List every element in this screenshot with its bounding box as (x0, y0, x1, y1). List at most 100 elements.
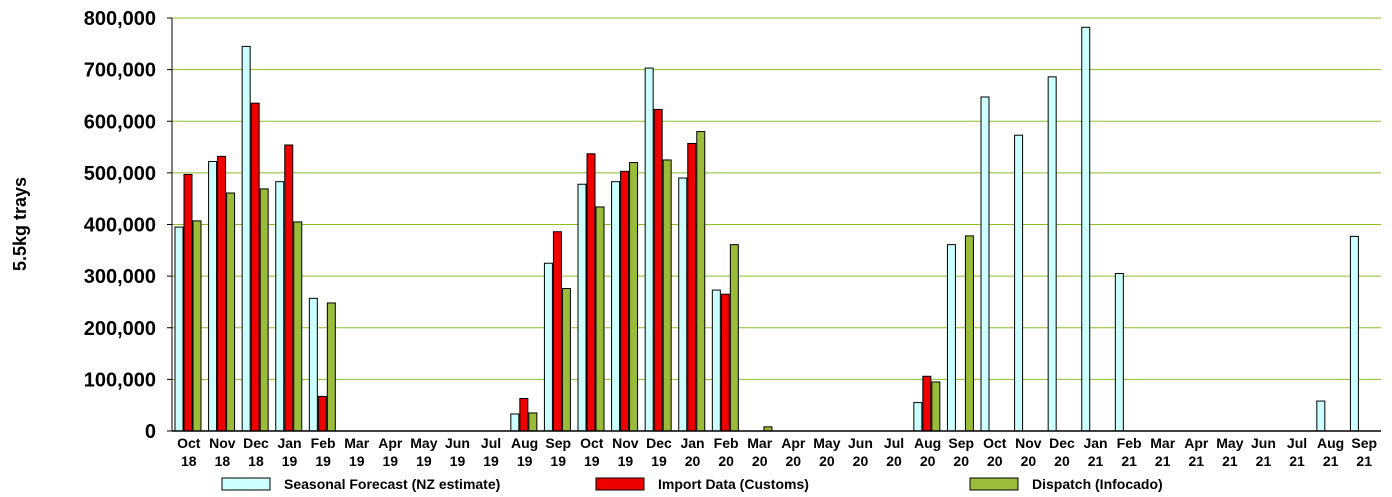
bar-seasonal-forecast-nz-estimate-28 (1114, 273, 1124, 432)
x-tick-year: 19 (517, 453, 533, 469)
bar-import-data-customs-15 (687, 142, 697, 432)
x-tick-month: Apr (378, 435, 403, 451)
x-tick-month: Oct (580, 435, 604, 451)
x-tick-year: 19 (416, 453, 432, 469)
y-tick-label: 500,000 (84, 163, 156, 185)
x-tick-year: 20 (953, 453, 969, 469)
x-tick-year: 19 (584, 453, 600, 469)
x-tick-year: 21 (1289, 453, 1305, 469)
x-tick-year: 19 (618, 453, 634, 469)
x-tick-month: Feb (1117, 435, 1142, 451)
x-tick-month: Mar (344, 435, 369, 451)
x-tick-year: 20 (987, 453, 1003, 469)
y-axis-label: 5.5kg trays (10, 177, 30, 271)
x-tick-year: 18 (248, 453, 264, 469)
x-tick-year: 20 (886, 453, 902, 469)
y-tick-label: 200,000 (84, 318, 156, 340)
y-tick-label: 600,000 (84, 111, 156, 133)
bar-seasonal-forecast-nz-estimate-24 (980, 96, 990, 432)
bar-dispatch-infocado-4 (326, 302, 336, 432)
x-tick-month: Apr (781, 435, 806, 451)
x-tick-month: Dec (1049, 435, 1075, 451)
x-tick-month: Jun (445, 435, 470, 451)
bar-import-data-customs-1 (217, 155, 227, 432)
bar-dispatch-infocado-23 (964, 235, 974, 432)
bar-dispatch-infocado-10 (528, 412, 538, 432)
x-tick-month: Jun (848, 435, 873, 451)
bar-seasonal-forecast-nz-estimate-27 (1081, 26, 1091, 432)
x-tick-year: 21 (1356, 453, 1372, 469)
x-tick-year: 21 (1088, 453, 1104, 469)
x-tick-year: 19 (349, 453, 365, 469)
x-tick-month: Mar (747, 435, 772, 451)
bar-seasonal-forecast-nz-estimate-3 (275, 181, 285, 432)
x-tick-year: 18 (181, 453, 197, 469)
legend-label: Dispatch (Infocado) (1032, 476, 1163, 492)
x-tick-month: Feb (714, 435, 739, 451)
x-tick-month: Jul (884, 435, 904, 451)
x-tick-year: 19 (282, 453, 298, 469)
x-tick-year: 21 (1256, 453, 1272, 469)
x-tick-month: Aug (511, 435, 538, 451)
y-tick-label: 700,000 (84, 60, 156, 82)
bar-import-data-customs-16 (720, 293, 730, 432)
x-tick-month: Jul (481, 435, 501, 451)
x-tick-month: May (813, 435, 840, 451)
x-tick-month: May (410, 435, 437, 451)
x-tick-month: Aug (914, 435, 941, 451)
x-tick-year: 21 (1323, 453, 1339, 469)
x-tick-year: 20 (920, 453, 936, 469)
bar-seasonal-forecast-nz-estimate-22 (913, 402, 923, 432)
bar-seasonal-forecast-nz-estimate-10 (510, 413, 520, 432)
legend-swatch (969, 477, 1019, 491)
x-tick-year: 19 (550, 453, 566, 469)
bar-dispatch-infocado-3 (293, 221, 303, 432)
x-tick-year: 20 (853, 453, 869, 469)
bar-dispatch-infocado-1 (226, 192, 236, 432)
x-tick-month: Nov (209, 435, 236, 451)
bar-seasonal-forecast-nz-estimate-0 (174, 226, 184, 432)
y-tick-label: 800,000 (84, 8, 156, 30)
legend-swatch (221, 477, 271, 491)
gridlines (172, 17, 1381, 380)
bar-import-data-customs-14 (653, 108, 663, 432)
bar-seasonal-forecast-nz-estimate-35 (1349, 235, 1359, 432)
bar-seasonal-forecast-nz-estimate-11 (543, 262, 553, 432)
x-tick-month: Jan (1083, 435, 1107, 451)
legend: Seasonal Forecast (NZ estimate) Import Da… (221, 476, 1163, 492)
x-tick-year: 20 (685, 453, 701, 469)
x-tick-year: 18 (215, 453, 231, 469)
x-tick-month: Nov (612, 435, 639, 451)
x-tick-month: Sep (948, 435, 974, 451)
y-tick-label: 400,000 (84, 215, 156, 237)
x-tick-month: Apr (1184, 435, 1209, 451)
x-tick-month: Mar (1150, 435, 1175, 451)
bar-dispatch-infocado-14 (662, 159, 672, 432)
bar-import-data-customs-12 (586, 153, 596, 432)
bar-dispatch-infocado-22 (931, 381, 941, 432)
x-tick-month: Oct (177, 435, 201, 451)
x-tick-month: Sep (1351, 435, 1377, 451)
x-tick-year: 19 (383, 453, 399, 469)
bar-import-data-customs-4 (317, 395, 327, 432)
x-tick-year: 20 (786, 453, 802, 469)
x-tick-year: 21 (1222, 453, 1238, 469)
x-tick-month: Feb (311, 435, 336, 451)
x-tick-year: 19 (450, 453, 466, 469)
bar-seasonal-forecast-nz-estimate-12 (577, 183, 587, 432)
y-tick-label: 300,000 (84, 266, 156, 288)
y-tick-label: 0 (145, 421, 156, 443)
bar-dispatch-infocado-2 (259, 188, 269, 432)
y-tick-label: 100,000 (84, 369, 156, 391)
x-tick-year: 20 (1021, 453, 1037, 469)
bar-seasonal-forecast-nz-estimate-34 (1316, 400, 1326, 432)
bar-dispatch-infocado-12 (595, 206, 605, 432)
x-tick-month: Aug (1317, 435, 1344, 451)
bar-seasonal-forecast-nz-estimate-2 (241, 45, 251, 432)
bar-import-data-customs-10 (519, 397, 529, 432)
x-tick-year: 19 (651, 453, 667, 469)
x-tick-month: Sep (545, 435, 571, 451)
x-tick-year: 20 (819, 453, 835, 469)
x-tick-month: Dec (243, 435, 269, 451)
